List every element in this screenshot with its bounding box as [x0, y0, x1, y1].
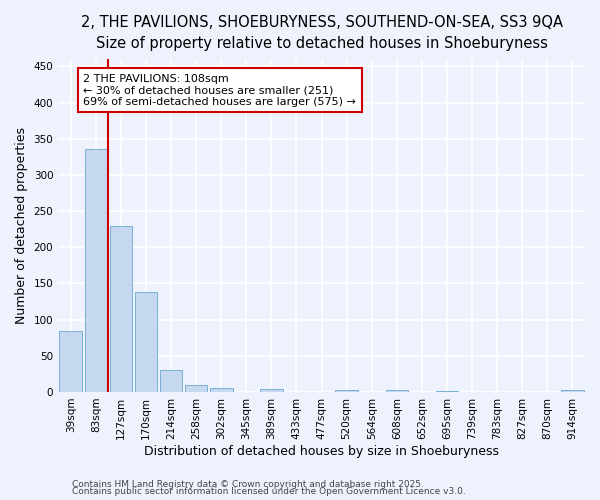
Bar	[335, 390, 358, 392]
Text: 2 THE PAVILIONS: 108sqm
← 30% of detached houses are smaller (251)
69% of semi-d: 2 THE PAVILIONS: 108sqm ← 30% of detache…	[83, 74, 356, 107]
Bar	[134, 292, 157, 392]
Bar	[110, 226, 132, 392]
Bar	[160, 370, 182, 392]
Text: Contains HM Land Registry data © Crown copyright and database right 2025.: Contains HM Land Registry data © Crown c…	[72, 480, 424, 489]
Bar	[260, 389, 283, 392]
Bar	[210, 388, 233, 392]
Bar	[561, 390, 584, 392]
X-axis label: Distribution of detached houses by size in Shoeburyness: Distribution of detached houses by size …	[144, 444, 499, 458]
Bar	[59, 331, 82, 392]
Y-axis label: Number of detached properties: Number of detached properties	[15, 127, 28, 324]
Text: Contains public sector information licensed under the Open Government Licence v3: Contains public sector information licen…	[72, 488, 466, 496]
Bar	[85, 149, 107, 392]
Bar	[436, 390, 458, 392]
Bar	[386, 390, 408, 392]
Bar	[185, 386, 208, 392]
Title: 2, THE PAVILIONS, SHOEBURYNESS, SOUTHEND-ON-SEA, SS3 9QA
Size of property relati: 2, THE PAVILIONS, SHOEBURYNESS, SOUTHEND…	[80, 15, 563, 51]
